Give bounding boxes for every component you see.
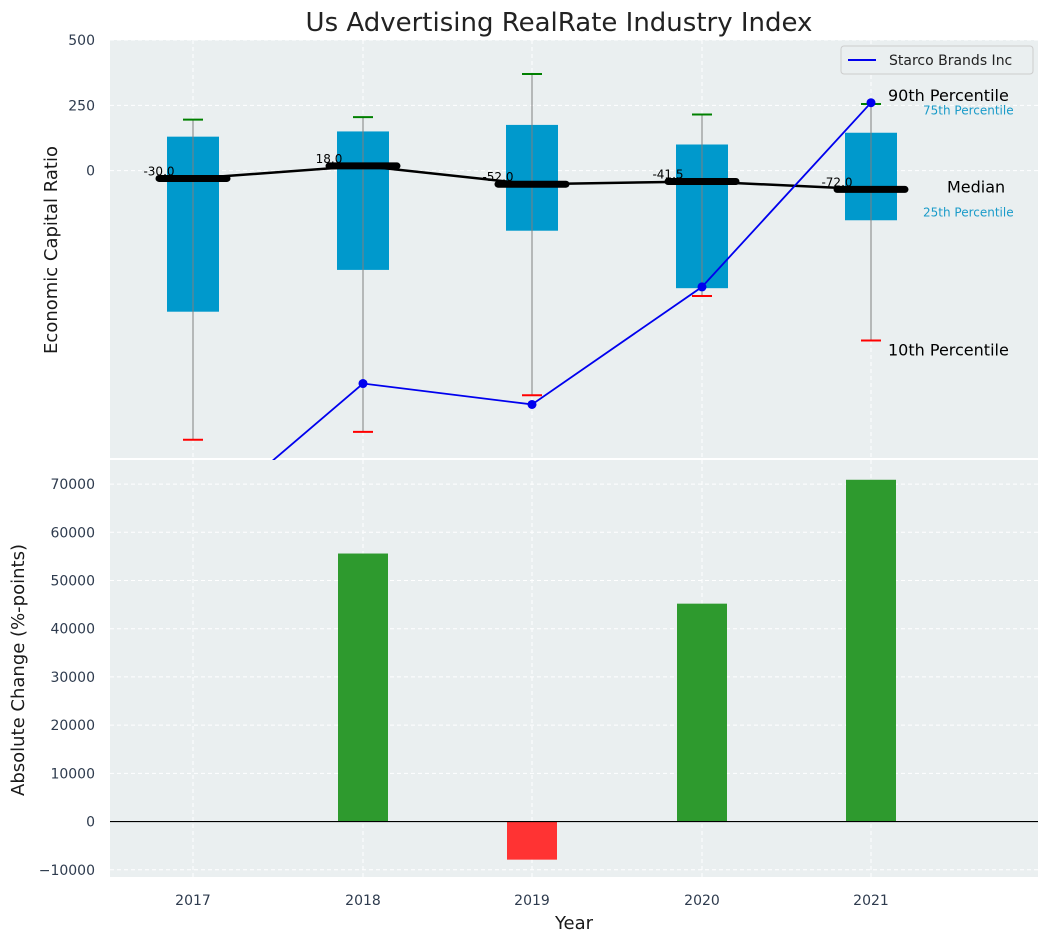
bottom-y-ticks: −10000 0 10000 20000 30000 40000 50000 60000 700… (39, 477, 95, 879)
legend-label: Starco Brands Inc (889, 53, 1012, 69)
median-value-label-2018: 18.0 (316, 152, 343, 166)
bottom-y-axis-label: Absolute Change (%-points) (8, 544, 29, 796)
bottom-y-tick-label: 50000 (50, 574, 95, 590)
bottom-y-tick-label: 60000 (50, 525, 95, 541)
median-value-label-2020: -41.5 (652, 167, 683, 181)
annotation-p75: 75th Percentile (923, 104, 1014, 118)
bottom-y-tick-label: 10000 (50, 766, 95, 782)
top-boxes: -30.0 18.0 -52.0 -41.5 -72.0 (143, 72, 909, 441)
bar-2020 (677, 603, 727, 822)
bottom-bars (110, 479, 1038, 860)
legend: Starco Brands Inc (840, 45, 1034, 75)
median-value-label-2019: -52.0 (482, 170, 513, 184)
chart-title: Us Advertising RealRate Industry Index (306, 8, 813, 38)
top-y-tick-label: 500 (68, 33, 95, 49)
x-tick-label: 2021 (853, 893, 889, 909)
annotation-p25: 25th Percentile (923, 205, 1014, 219)
top-y-tick-label: 0 (86, 164, 95, 180)
bottom-x-ticks: 2017 2018 2019 2020 2021 (175, 893, 889, 909)
bottom-y-tick-label: 70000 (50, 477, 95, 493)
top-y-tick-label: 250 (68, 98, 95, 114)
bottom-y-tick-label: −10000 (39, 863, 95, 879)
top-panel-background (110, 40, 1038, 458)
annotation-p10: 10th Percentile (888, 340, 1009, 359)
company-point-2021 (866, 98, 876, 108)
median-value-label-2017: -30.0 (143, 164, 174, 178)
x-axis-label: Year (554, 913, 594, 934)
top-y-axis-label: Economic Capital Ratio (41, 146, 62, 354)
top-y-ticks: 500 250 0 (68, 33, 95, 180)
annotation-p90: 90th Percentile (888, 86, 1009, 105)
bottom-panel: −10000 0 10000 20000 30000 40000 50000 60000 700… (8, 460, 1038, 934)
top-panel: 500 250 0 -30.0 18.0 -52.0 -41.5 -72.0 90th Pe… (41, 33, 1038, 534)
bar-2019 (507, 821, 557, 860)
legend-box (840, 45, 1034, 75)
company-point-2020 (697, 282, 707, 292)
annotation-median: Median (947, 177, 1005, 196)
x-tick-label: 2017 (175, 893, 211, 909)
bottom-y-tick-label: 40000 (50, 622, 95, 638)
x-tick-label: 2018 (345, 893, 381, 909)
company-point-2018 (358, 379, 368, 389)
median-value-label-2021: -72.0 (821, 175, 852, 189)
bar-2018 (338, 553, 388, 822)
company-point-2019 (527, 399, 537, 409)
bottom-y-tick-label: 30000 (50, 670, 95, 686)
bottom-panel-background (110, 460, 1038, 877)
bottom-y-tick-label: 0 (86, 815, 95, 831)
x-tick-label: 2020 (684, 893, 720, 909)
bottom-y-tick-label: 20000 (50, 718, 95, 734)
x-tick-label: 2019 (514, 893, 550, 909)
bar-2021 (846, 479, 896, 822)
